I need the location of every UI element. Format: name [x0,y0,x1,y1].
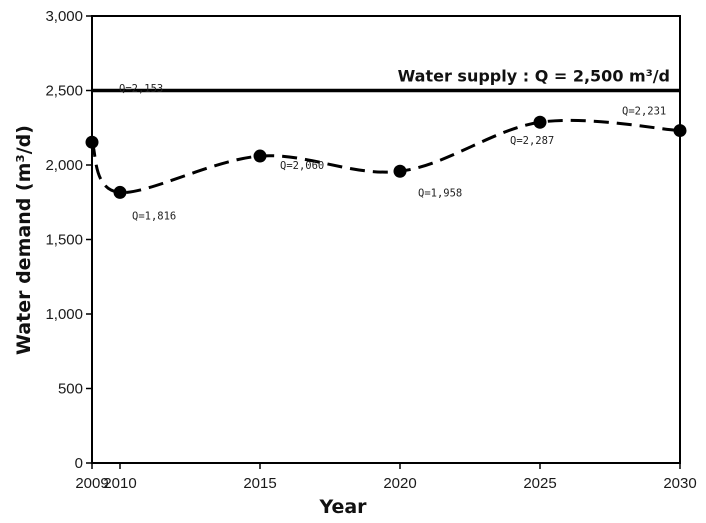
data-point [393,164,407,178]
y-tick-label: 0 [75,455,83,472]
y-tick-label: 500 [58,381,83,398]
supply-reference-label: Water supply : Q = 2,500 m³/d [398,67,670,86]
data-label: Q=2,287 [510,135,554,147]
x-tick-label: 2010 [103,475,136,492]
x-tick-label: 2009 [75,475,108,492]
y-tick-label: 3,000 [45,8,83,25]
data-label: Q=2,231 [622,106,666,118]
x-tick-label: 2015 [243,475,276,492]
data-point [113,185,127,199]
y-axis-ticks: 0 500 1,000 1,500 2,000 2,500 3,000 [45,8,92,472]
data-point [85,135,99,149]
reference-line-group: Water supply : Q = 2,500 m³/d [92,67,680,93]
x-tick-label: 2030 [663,475,696,492]
x-tick-label: 2025 [523,475,556,492]
y-axis-title: Water demand (m³/d) [13,125,35,355]
data-label: Q=2,153 [119,83,163,95]
y-tick-label: 1,500 [45,232,83,249]
y-tick-label: 1,000 [45,306,83,323]
data-point [253,149,267,163]
data-label: Q=1,958 [418,187,462,199]
data-point [673,124,687,138]
data-label: Q=2,060 [280,160,324,172]
x-tick-label: 2020 [383,475,416,492]
demand-curve [90,118,681,194]
x-axis-title: Year [318,496,367,518]
data-point [533,115,547,129]
y-tick-label: 2,000 [45,157,83,174]
data-label: Q=1,816 [132,210,176,222]
y-tick-label: 2,500 [45,83,83,100]
series-group: Q=2,153 Q=1,816 Q=2,060 Q=1,958 Q=2,287 Q=2,2… [85,83,687,222]
